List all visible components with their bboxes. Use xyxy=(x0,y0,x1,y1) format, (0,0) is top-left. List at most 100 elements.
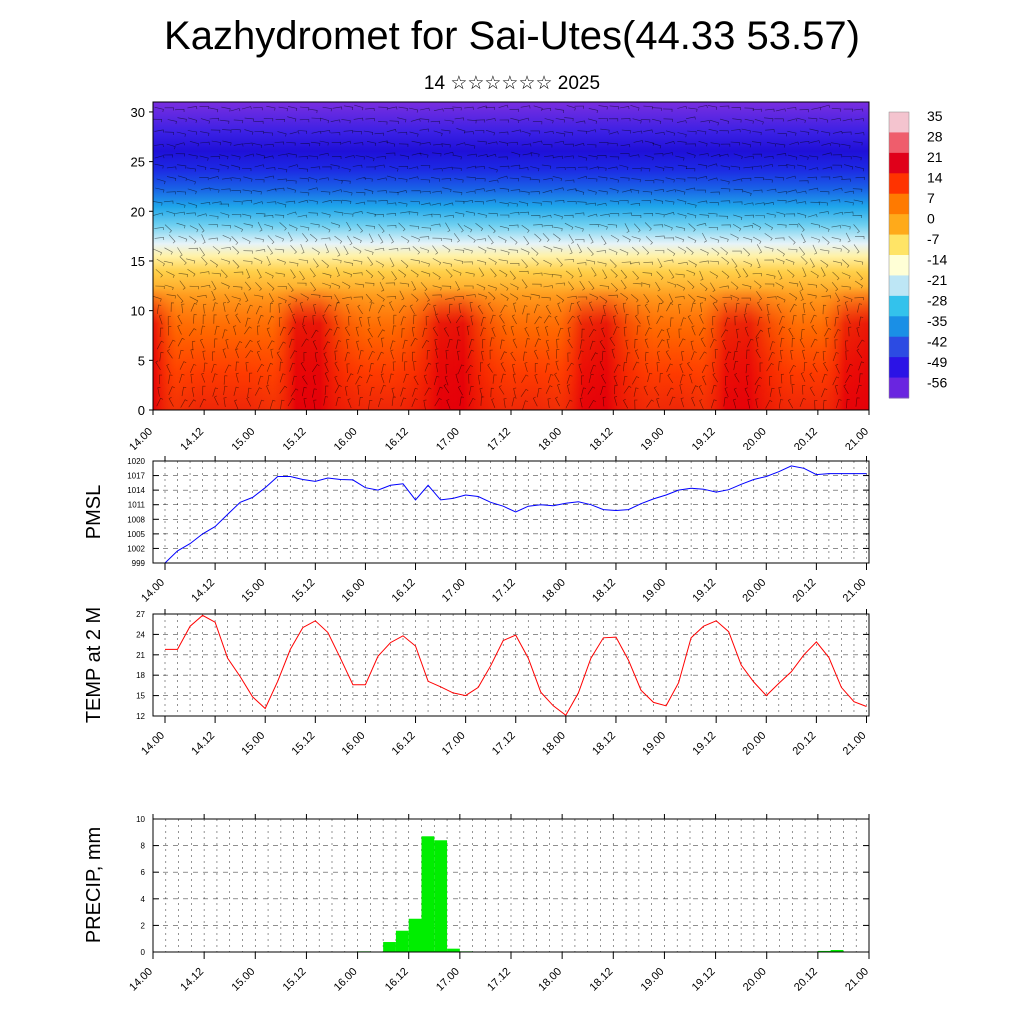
wind-barb xyxy=(300,243,305,254)
wind-barb xyxy=(667,373,674,384)
wind-barb xyxy=(477,213,487,218)
wind-barb xyxy=(309,233,318,243)
wind-barb xyxy=(221,177,232,181)
wind-barb xyxy=(433,376,440,386)
wind-barb xyxy=(398,222,406,232)
wind-barb xyxy=(741,128,751,134)
wind-barb xyxy=(324,304,332,313)
wind-barb xyxy=(845,340,849,351)
wind-barb xyxy=(822,152,832,156)
wind-barb xyxy=(609,213,620,217)
wind-barb xyxy=(343,130,354,134)
wind-barb xyxy=(178,349,184,359)
wind-barb xyxy=(399,290,405,301)
wind-barb xyxy=(542,201,552,205)
wind-barb xyxy=(709,339,717,348)
wind-barb xyxy=(156,178,166,185)
wind-barb xyxy=(643,105,653,110)
wind-barb xyxy=(346,363,350,374)
wind-barb xyxy=(621,129,632,134)
wind-barb xyxy=(732,223,742,232)
wind-barb xyxy=(832,131,843,135)
wind-barb xyxy=(831,237,841,242)
wind-barb xyxy=(632,376,640,385)
wind-barb xyxy=(700,120,710,124)
wind-barb xyxy=(523,235,530,246)
wind-barb xyxy=(822,166,833,170)
wind-barb xyxy=(221,188,231,192)
wind-barb xyxy=(587,118,598,124)
wind-barb xyxy=(152,295,162,302)
wind-barb xyxy=(478,267,485,277)
wind-barb xyxy=(652,107,662,111)
wind-barb xyxy=(352,164,363,168)
wind-barb xyxy=(400,259,409,269)
wind-barb xyxy=(521,130,531,137)
wind-barb xyxy=(154,143,164,148)
wind-barb xyxy=(799,281,804,291)
wind-barb xyxy=(644,327,652,336)
wind-barb xyxy=(403,373,409,383)
wind-barb xyxy=(667,281,677,288)
wind-barb xyxy=(231,154,241,160)
wind-barb xyxy=(411,152,422,156)
wind-barb xyxy=(521,176,531,181)
wind-barb xyxy=(487,285,497,291)
wind-barb xyxy=(465,190,476,194)
colorbar-label: -14 xyxy=(927,252,947,268)
wind-barb xyxy=(677,105,687,109)
wind-barb xyxy=(390,349,394,360)
wind-barb xyxy=(708,212,718,217)
wind-barb xyxy=(764,259,774,263)
wind-barb xyxy=(787,154,798,160)
wind-barb xyxy=(511,151,521,158)
wind-barb xyxy=(488,257,497,265)
wind-barb xyxy=(579,397,583,408)
wind-barb xyxy=(554,140,565,144)
wind-barb xyxy=(622,212,632,216)
wind-barb xyxy=(422,302,431,312)
wind-barb xyxy=(200,141,210,145)
wind-barb xyxy=(791,384,795,394)
wind-barb xyxy=(588,373,594,383)
wind-barb xyxy=(552,176,562,182)
wind-barb xyxy=(822,236,830,245)
wind-barb xyxy=(188,202,198,209)
wind-barb xyxy=(763,163,774,167)
wind-barb xyxy=(186,258,196,264)
wind-barb xyxy=(401,352,406,362)
wind-barb xyxy=(411,398,418,408)
wind-barb xyxy=(598,176,608,181)
wind-barb xyxy=(622,189,632,193)
colorbar-segment xyxy=(889,234,909,256)
wind-barb xyxy=(698,385,704,395)
wind-barb xyxy=(285,200,296,204)
colorbar-label: -56 xyxy=(927,375,947,391)
wind-barb xyxy=(832,164,842,168)
heatmap-ytick-label: 20 xyxy=(131,204,145,219)
wind-barb xyxy=(525,338,530,348)
wind-barb xyxy=(211,201,222,205)
wind-barb xyxy=(587,213,598,217)
wind-barb xyxy=(666,328,670,338)
wind-barb xyxy=(846,363,853,373)
wind-barb xyxy=(657,302,663,313)
wind-barb xyxy=(766,213,776,218)
wind-barb xyxy=(200,187,211,191)
wind-barb xyxy=(821,295,832,299)
wind-barb xyxy=(841,143,851,149)
wind-barb xyxy=(587,189,597,195)
wind-barb xyxy=(755,215,765,219)
wind-barb xyxy=(567,352,571,363)
wind-barb xyxy=(610,235,620,243)
wind-barb xyxy=(633,223,641,233)
wind-barb xyxy=(348,316,352,326)
wind-barb xyxy=(346,303,350,314)
wind-barb xyxy=(245,362,249,372)
temp-xtick-label: 15.00 xyxy=(239,730,267,758)
wind-barb xyxy=(808,187,819,191)
wind-barb xyxy=(409,131,419,137)
wind-barb xyxy=(555,282,566,286)
wind-barb xyxy=(677,246,687,254)
wind-barb xyxy=(409,225,419,230)
